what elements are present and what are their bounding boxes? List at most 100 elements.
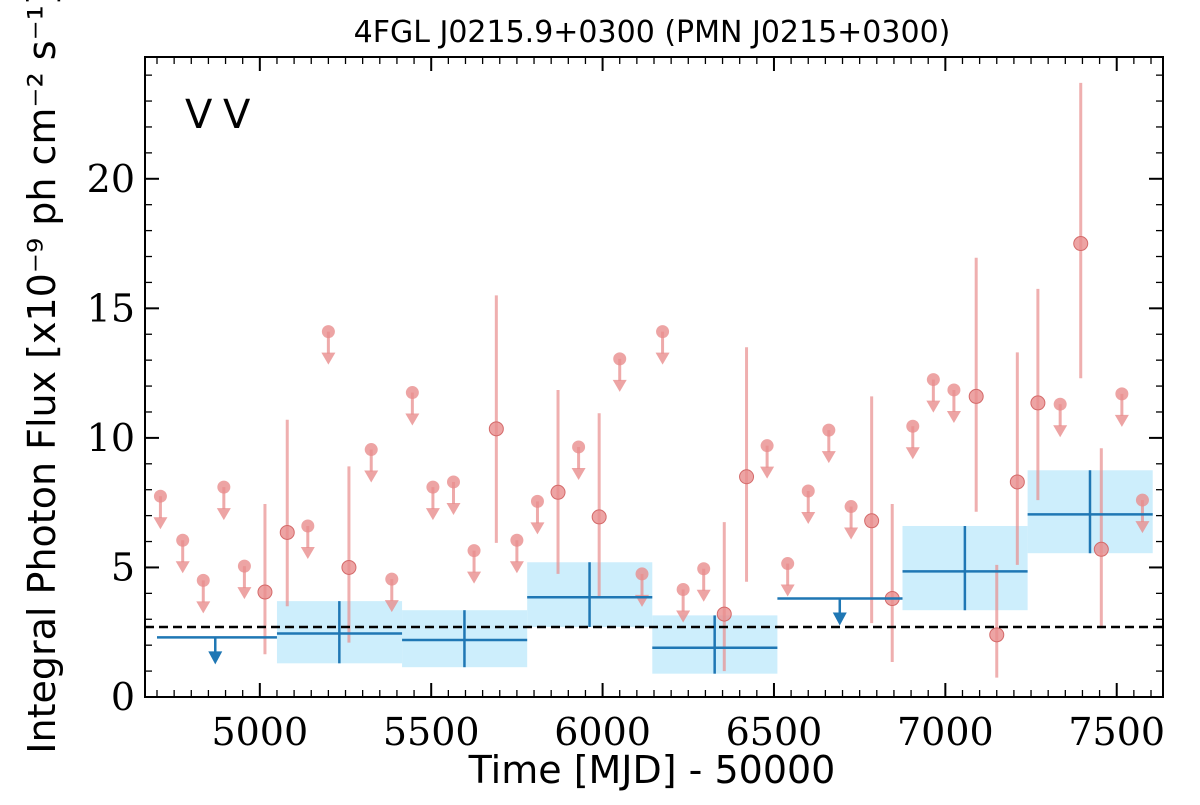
- short-ul-marker: [405, 386, 419, 400]
- short-ul-marker: [467, 544, 481, 558]
- short-ul-marker: [176, 533, 190, 547]
- short-data-point: [591, 509, 607, 525]
- short-ul-arrowhead: [676, 610, 691, 623]
- short-ul-marker: [697, 562, 711, 576]
- short-ul-marker: [822, 423, 836, 437]
- x-tick-label: 7000: [897, 710, 994, 754]
- short-ul-arrowhead: [216, 508, 231, 521]
- short-ul-arrowhead: [467, 571, 482, 584]
- short-ul-marker: [237, 559, 251, 573]
- y-tick-label: 5: [111, 545, 135, 589]
- short-ul-arrowhead: [175, 561, 190, 574]
- short-ul-marker: [613, 352, 627, 366]
- short-ul-arrowhead: [425, 508, 440, 521]
- short-ul-arrowhead: [1135, 521, 1150, 534]
- short-ul-arrowhead: [780, 584, 795, 597]
- short-ul-arrowhead: [696, 589, 711, 602]
- short-ul-marker: [947, 383, 961, 397]
- short-ul-marker: [1135, 493, 1149, 507]
- short-ul-arrowhead: [801, 512, 816, 525]
- short-ul-arrowhead: [509, 561, 524, 574]
- long-ul-arrowhead: [832, 612, 847, 626]
- short-ul-arrowhead: [905, 447, 920, 460]
- legend-marker-short: V: [223, 92, 251, 138]
- y-tick-label: 15: [87, 286, 135, 330]
- short-ul-marker: [196, 573, 210, 587]
- legend-marker-long: V: [185, 92, 213, 138]
- short-ul-arrowhead: [405, 413, 420, 426]
- short-data-point: [739, 469, 755, 485]
- short-data-point: [1030, 395, 1046, 411]
- short-ul-marker: [781, 557, 795, 571]
- short-data-point: [341, 559, 357, 575]
- short-ul-marker: [510, 533, 524, 547]
- y-tick-label: 0: [111, 675, 135, 719]
- short-data-point: [968, 388, 984, 404]
- short-data-point: [550, 484, 566, 500]
- x-tick-label: 5500: [383, 710, 480, 754]
- short-ul-marker: [635, 567, 649, 581]
- short-ul-marker: [676, 582, 690, 596]
- short-data-point: [257, 584, 273, 600]
- short-ul-marker: [446, 475, 460, 489]
- short-ul-arrowhead: [153, 517, 168, 530]
- short-ul-marker: [364, 443, 378, 457]
- short-data-point: [1073, 236, 1089, 252]
- short-data-point: [1093, 541, 1109, 557]
- long-ul-arrowhead: [208, 651, 223, 665]
- legend: V V: [185, 92, 251, 138]
- short-ul-marker: [530, 494, 544, 508]
- short-ul-marker: [1115, 387, 1129, 401]
- y-axis-label: Integral Photon Flux [x10⁻⁹ ph cm⁻² s⁻¹]: [20, 0, 64, 754]
- short-ul-arrowhead: [821, 451, 836, 464]
- short-ul-marker: [385, 572, 399, 586]
- short-ul-marker: [1053, 397, 1067, 411]
- short-ul-marker: [656, 325, 670, 339]
- short-ul-arrowhead: [571, 467, 586, 480]
- short-ul-marker: [153, 489, 167, 503]
- short-ul-arrowhead: [655, 352, 670, 365]
- short-ul-marker: [321, 325, 335, 339]
- short-ul-marker: [906, 419, 920, 433]
- short-ul-arrowhead: [384, 600, 399, 613]
- short-data-point: [989, 627, 1005, 643]
- short-ul-arrowhead: [446, 502, 461, 515]
- short-ul-arrowhead: [321, 352, 336, 365]
- short-data-point: [1009, 474, 1025, 490]
- short-ul-arrowhead: [1114, 414, 1129, 427]
- x-tick-label: 6000: [554, 710, 651, 754]
- short-ul-arrowhead: [196, 601, 211, 614]
- short-ul-arrowhead: [946, 410, 961, 423]
- short-ul-arrowhead: [237, 587, 252, 600]
- short-ul-marker: [801, 484, 815, 498]
- short-ul-marker: [426, 480, 440, 494]
- short-ul-marker: [301, 519, 315, 533]
- x-tick-label: 5000: [211, 710, 308, 754]
- short-ul-marker: [572, 440, 586, 454]
- short-data-point: [864, 513, 880, 529]
- short-ul-marker: [844, 500, 858, 514]
- short-data-point: [716, 606, 732, 622]
- y-tick-label: 20: [87, 157, 135, 201]
- x-axis-label: Time [MJD] - 50000: [468, 748, 836, 792]
- short-ul-arrowhead: [1053, 425, 1068, 438]
- short-ul-arrowhead: [530, 522, 545, 535]
- short-ul-arrowhead: [760, 466, 775, 479]
- short-ul-arrowhead: [926, 400, 941, 413]
- short-data-point: [488, 421, 504, 437]
- short-ul-arrowhead: [612, 379, 627, 392]
- x-tick-label: 6500: [726, 710, 823, 754]
- short-data-point: [279, 524, 295, 540]
- short-ul-marker: [217, 480, 231, 494]
- short-ul-marker: [926, 373, 940, 387]
- x-tick-label: 7500: [1068, 710, 1165, 754]
- short-ul-arrowhead: [844, 527, 859, 540]
- short-ul-arrowhead: [364, 470, 379, 483]
- y-tick-label: 10: [87, 416, 135, 460]
- chart-title: 4FGL J0215.9+0300 (PMN J0215+0300): [354, 15, 951, 50]
- short-ul-marker: [760, 439, 774, 453]
- short-ul-arrowhead: [300, 546, 315, 559]
- plot-area: 5000 5500 6000 6500 7000 7500 0 5 10 15 20: [87, 56, 1165, 754]
